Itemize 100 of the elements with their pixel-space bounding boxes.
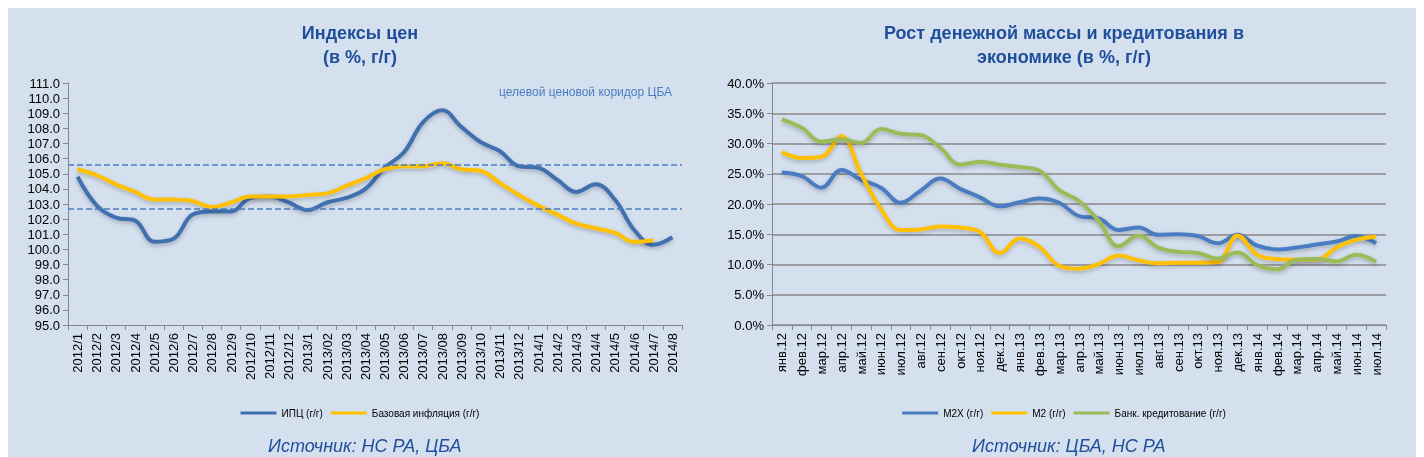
text: Источник: НС РА, ЦБА	[268, 436, 462, 456]
x-tick-label: 2012/12	[281, 333, 297, 380]
y-tick-label: 30.0%	[727, 136, 765, 151]
x-tick-label: сен.13	[1170, 333, 1186, 372]
x-tick-label: 2012/6	[166, 333, 182, 373]
x-tick-label: июн.13	[1111, 333, 1127, 376]
x-tick-label: 2012/10	[242, 333, 258, 380]
x-tick-label: 2013/02	[319, 333, 335, 380]
y-tick-label: 109.0	[27, 105, 60, 121]
x-tick-label: сен.12	[932, 333, 948, 372]
x-tick-label: 2013/05	[377, 333, 393, 380]
x-tick-label: 2012/2	[89, 333, 105, 373]
x-tick-label: дек.12	[992, 333, 1008, 372]
line-series	[75, 108, 675, 247]
y-tick-label: 106.0	[27, 151, 60, 167]
line-series	[75, 161, 656, 244]
y-tick-label: 111.0	[29, 75, 60, 91]
y-tick-label: 15.0%	[727, 226, 765, 242]
x-tick-label: дек.13	[1229, 333, 1245, 372]
y-tick-label: 107.0	[27, 136, 60, 151]
legend-label: M2X (г/г)	[943, 407, 984, 419]
y-tick-label: 100.0	[27, 241, 60, 257]
x-tick-label: 2013/04	[357, 333, 373, 380]
x-tick-label: 2013/12	[511, 333, 527, 380]
y-tick-label: 97.0	[34, 287, 60, 303]
x-tick-label: 2012/1	[70, 333, 86, 373]
x-tick-label: 2014/3	[568, 333, 584, 373]
legend-label: Банк. кредитование (г/г)	[1114, 407, 1226, 419]
y-tick-label: 35.0%	[727, 105, 765, 121]
x-tick-label: 2012/7	[185, 333, 201, 373]
x-tick-label: янв.13	[1012, 333, 1028, 373]
legend-label: Базовая инфляция (г/г)	[371, 407, 480, 419]
x-tick-label: 2014/2	[549, 333, 565, 373]
y-tick-label: 99.0	[34, 257, 60, 272]
y-tick-label: 40.0%	[727, 75, 765, 91]
x-tick-label: 2012/5	[146, 333, 162, 373]
y-tick-label: 5.0%	[734, 287, 765, 303]
y-tick-label: 104.0	[27, 181, 60, 197]
y-tick-label: 98.0	[34, 272, 60, 288]
x-tick-label: апр.14	[1309, 333, 1325, 373]
y-tick-label: 96.0	[34, 302, 60, 318]
x-tick-label: 2013/10	[473, 333, 489, 380]
x-tick-label: июл.12	[893, 333, 909, 376]
y-tick-label: 103.0	[27, 196, 60, 212]
x-tick-label: 2012/3	[108, 333, 124, 373]
x-tick-label: июл.13	[1130, 333, 1146, 376]
x-tick-label: 2012/8	[204, 333, 220, 373]
x-tick-label: 2013/03	[338, 333, 354, 380]
x-tick-label: окт.13	[1190, 333, 1206, 369]
y-tick-label: 95.0	[34, 317, 60, 333]
x-tick-label: янв.12	[774, 333, 790, 373]
y-tick-label: 102.0	[27, 211, 60, 227]
text: Источник: ЦБА, НС РА	[972, 436, 1166, 456]
x-tick-label: янв.14	[1249, 333, 1265, 373]
x-tick-label: 2014/1	[530, 333, 546, 373]
x-tick-label: ноя.12	[972, 333, 988, 373]
y-tick-label: 20.0%	[727, 196, 765, 212]
y-tick-label: 25.0%	[727, 166, 765, 182]
x-tick-label: фев.12	[794, 333, 810, 376]
x-tick-label: мар.13	[1051, 333, 1067, 375]
x-tick-label: июн.14	[1348, 333, 1364, 376]
x-tick-label: май.14	[1328, 333, 1344, 375]
x-tick-label: 2014/8	[664, 333, 680, 373]
x-tick-label: 2014/4	[588, 333, 604, 373]
legend-label: ИПЦ (г/г)	[281, 407, 323, 419]
x-tick-label: июн.12	[873, 333, 889, 376]
x-tick-label: ноя.13	[1210, 333, 1226, 373]
x-tick-label: 2014/6	[626, 333, 642, 373]
x-tick-label: 2014/5	[607, 333, 623, 373]
x-tick-label: 2013/1	[300, 333, 316, 373]
x-tick-label: окт.12	[952, 333, 968, 369]
x-tick-label: авг.12	[913, 333, 929, 369]
y-tick-label: 105.0	[27, 166, 60, 182]
x-tick-label: апр.12	[833, 333, 849, 373]
legend-label: M2 (г/г)	[1032, 407, 1066, 419]
y-tick-label: 10.0%	[727, 257, 765, 272]
x-tick-label: 2012/9	[223, 333, 239, 373]
x-tick-label: май.12	[853, 333, 869, 375]
y-tick-label: 108.0	[27, 120, 60, 136]
y-tick-label: 101.0	[27, 226, 60, 242]
x-tick-label: фев.14	[1269, 333, 1285, 376]
chart-title: Индексы цен (в %, г/г)	[301, 23, 419, 67]
x-tick-label: мар.12	[814, 333, 830, 375]
x-tick-label: 2013/07	[415, 333, 431, 380]
annotation: целевой ценовой коридор ЦБА	[499, 85, 673, 99]
line-series	[779, 168, 1379, 252]
x-tick-label: 2013/11	[492, 333, 508, 380]
x-tick-label: 2014/7	[645, 333, 661, 373]
x-tick-label: 2013/08	[434, 333, 450, 380]
x-tick-label: фев.13	[1031, 333, 1047, 376]
x-tick-label: июл.14	[1368, 333, 1384, 376]
y-tick-label: 110.0	[28, 90, 60, 106]
x-tick-label: 2012/4	[127, 333, 143, 373]
chart-title: Рост денежной массы и кредитования в экономике (в %, г/г)	[884, 23, 1244, 67]
x-tick-label: 2013/09	[453, 333, 469, 380]
x-tick-label: авг.13	[1150, 333, 1166, 369]
x-tick-label: 2013/06	[396, 333, 412, 380]
x-tick-label: апр.13	[1071, 333, 1087, 373]
x-tick-label: мар.14	[1289, 333, 1305, 375]
x-tick-label: 2012/11	[261, 333, 277, 380]
